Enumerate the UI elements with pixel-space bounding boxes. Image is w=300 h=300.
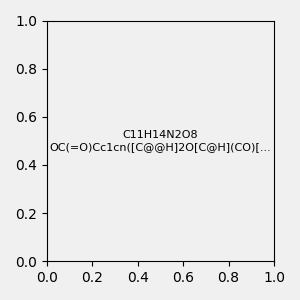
- Text: C11H14N2O8
OC(=O)Cc1cn([C@@H]2O[C@H](CO)[...: C11H14N2O8 OC(=O)Cc1cn([C@@H]2O[C@H](CO)…: [50, 130, 271, 152]
